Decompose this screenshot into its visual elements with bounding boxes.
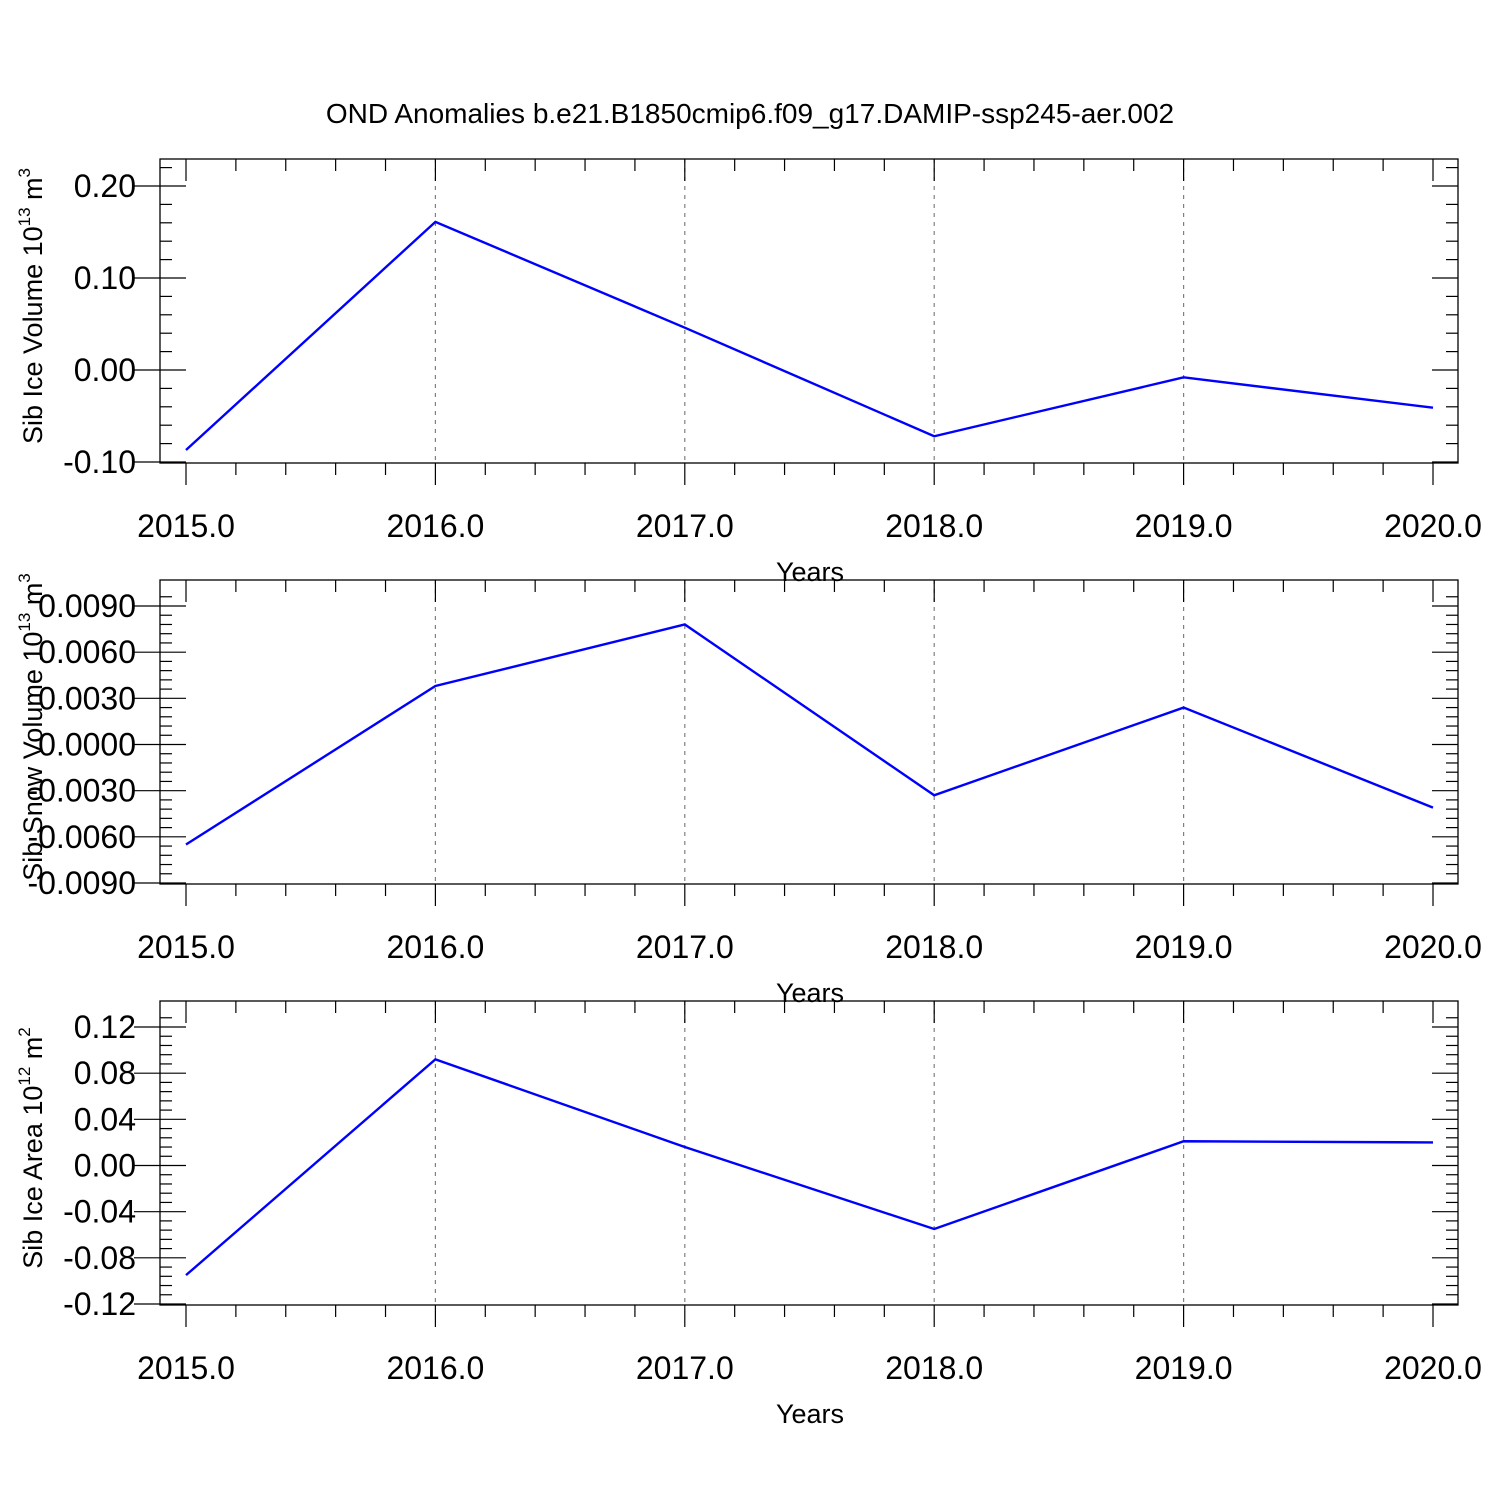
- y-tick-label: 0.0030: [38, 680, 136, 716]
- x-tick-label: 2016.0: [386, 1350, 484, 1386]
- y-axis-title-main: Sib Ice Volume 10: [18, 226, 48, 444]
- plot-frame: [159, 579, 1459, 885]
- x-axis-title: Years: [776, 978, 844, 1008]
- y-tick-label: -0.0060: [27, 819, 136, 855]
- x-tick-label: 2019.0: [1135, 1350, 1233, 1386]
- y-tick-label: 0.0090: [38, 588, 136, 624]
- y-tick-label: 0.0000: [38, 727, 136, 763]
- y-axis-title-exponent: 13: [15, 613, 34, 632]
- x-tick-label: 2019.0: [1135, 929, 1233, 965]
- y-axis-title-exponent: 13: [15, 207, 34, 226]
- x-axis-title: Years: [776, 557, 844, 587]
- y-axis-title-main: Sib Ice Area 10: [18, 1086, 48, 1269]
- y-axis-title-unit: m: [18, 177, 48, 207]
- y-tick-label: 0.20: [74, 168, 136, 204]
- y-axis-title-unit-exponent: 3: [15, 573, 34, 582]
- x-tick-label: 2016.0: [386, 929, 484, 965]
- x-tick-label: 2015.0: [137, 1350, 235, 1386]
- y-tick-label: -0.08: [63, 1240, 136, 1276]
- x-tick-label: 2016.0: [386, 508, 484, 544]
- x-tick-label: 2015.0: [137, 929, 235, 965]
- y-axis-title-unit: m: [18, 583, 48, 613]
- series-line: [185, 1057, 1434, 1277]
- y-tick-label: -0.0030: [27, 773, 136, 809]
- y-axis-title: Sib Ice Area 1012 m2: [15, 1027, 48, 1269]
- y-axis-title-unit-exponent: 3: [15, 168, 34, 177]
- x-axis-title: Years: [776, 1399, 844, 1429]
- y-tick-label: -0.10: [63, 444, 136, 480]
- x-tick-label: 2019.0: [1135, 508, 1233, 544]
- y-tick-label: 0.00: [74, 1148, 136, 1184]
- y-tick-label: -0.0090: [27, 865, 136, 901]
- x-tick-label: 2020.0: [1384, 929, 1482, 965]
- plot-frame: [159, 158, 1459, 464]
- panel-ice-volume: 2015.0 2016.0 2017.0 2018.0 2019.0 2020.0 -0.1…: [15, 158, 1482, 587]
- y-axis-title-main: Sib Snow Volume 10: [18, 632, 48, 881]
- x-tick-label: 2017.0: [636, 1350, 734, 1386]
- y-axis-title-unit-exponent: 2: [15, 1027, 34, 1036]
- y-axis-title: Sib Ice Volume 1013 m3: [15, 168, 48, 444]
- x-tick-label: 2017.0: [636, 929, 734, 965]
- y-tick-label: -0.12: [63, 1286, 136, 1322]
- chart-title: OND Anomalies b.e21.B1850cmip6.f09_g17.D…: [326, 98, 1174, 129]
- x-tick-label: 2015.0: [137, 508, 235, 544]
- x-tick-label: 2018.0: [885, 1350, 983, 1386]
- y-tick-label: 0.00: [74, 352, 136, 388]
- y-tick-label: -0.04: [63, 1194, 136, 1230]
- panel-ice-area: 2015.0 2016.0 2017.0 2018.0 2019.0 2020.0 -0.1…: [15, 1000, 1482, 1429]
- panel-snow-volume: 2015.0 2016.0 2017.0 2018.0 2019.0 2020.0 -0.0…: [15, 573, 1482, 1008]
- y-axis-title-exponent: 12: [15, 1067, 34, 1086]
- x-tick-label: 2020.0: [1384, 508, 1482, 544]
- y-tick-label: 0.0060: [38, 634, 136, 670]
- x-tick-label: 2018.0: [885, 929, 983, 965]
- series-line: [185, 220, 1434, 451]
- plot-frame: [159, 1000, 1459, 1306]
- y-axis-title: Sib Snow Volume 1013 m3: [15, 573, 48, 881]
- x-tick-label: 2018.0: [885, 508, 983, 544]
- x-tick-label: 2017.0: [636, 508, 734, 544]
- y-tick-label: 0.08: [74, 1055, 136, 1091]
- y-axis-title-unit: m: [18, 1037, 48, 1067]
- x-tick-label: 2020.0: [1384, 1350, 1482, 1386]
- y-tick-label: 0.10: [74, 260, 136, 296]
- y-tick-label: 0.12: [74, 1009, 136, 1045]
- y-tick-label: 0.04: [74, 1101, 136, 1137]
- series-line: [185, 623, 1434, 846]
